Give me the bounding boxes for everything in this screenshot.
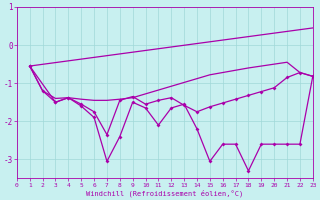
X-axis label: Windchill (Refroidissement éolien,°C): Windchill (Refroidissement éolien,°C) bbox=[86, 189, 244, 197]
